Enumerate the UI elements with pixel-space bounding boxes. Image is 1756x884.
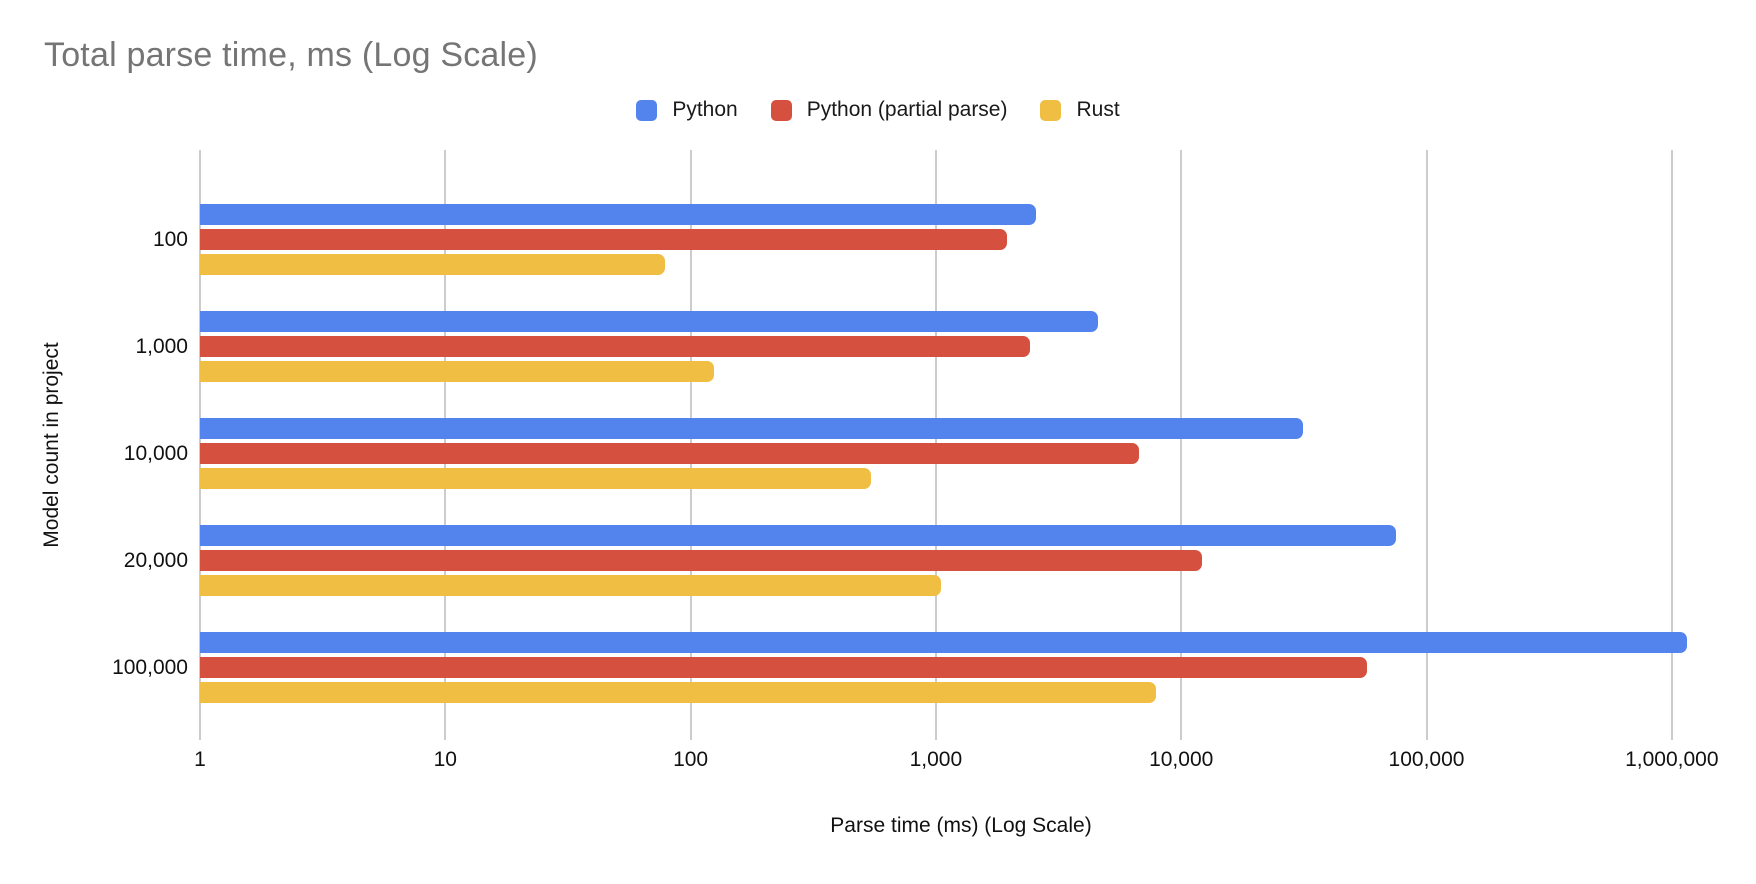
legend-label-rust: Rust (1076, 98, 1120, 121)
gridline-10-000 (1180, 150, 1183, 740)
bar-python-partial-parse-1-000 (200, 336, 1030, 357)
y-tick-label-100: 100 (152, 227, 188, 251)
bar-python-1-000 (200, 311, 1098, 332)
x-tick-label-100-000: 100,000 (1388, 748, 1465, 771)
bar-python-partial-parse-100 (200, 229, 1007, 250)
legend-item-python-partial-parse: Python (partial parse) (770, 98, 1008, 122)
legend-item-python: Python (636, 98, 738, 122)
legend-swatch-python (636, 99, 658, 121)
y-tick-label-20-000: 20,000 (123, 548, 188, 572)
bar-python-10-000 (200, 418, 1303, 439)
y-tick-label-1-000: 1,000 (135, 334, 188, 358)
plot-area (199, 150, 1722, 740)
bar-python-100 (200, 204, 1036, 225)
bar-rust-10-000 (200, 468, 871, 489)
gridline-100-000 (1425, 150, 1428, 740)
bar-rust-100-000 (200, 682, 1156, 703)
legend-swatch-python-partial-parse (770, 99, 792, 121)
legend-label-python-partial-parse: Python (partial parse) (806, 98, 1008, 121)
x-tick-label-10-000: 10,000 (1149, 748, 1214, 771)
x-tick-label-1-000: 1,000 (909, 748, 963, 771)
legend-item-rust: Rust (1040, 98, 1120, 122)
gridline-1-000-000 (1670, 150, 1673, 740)
legend: Python Python (partial parse) Rust (0, 98, 1756, 122)
x-tick-label-1-000-000: 1,000,000 (1625, 748, 1719, 771)
bar-rust-100 (200, 254, 665, 275)
legend-swatch-rust (1040, 99, 1062, 121)
chart-title: Total parse time, ms (Log Scale) (44, 36, 538, 74)
y-tick-label-10-000: 10,000 (123, 441, 188, 465)
legend-label-python: Python (672, 98, 738, 121)
bar-python-partial-parse-10-000 (200, 443, 1139, 464)
x-tick-label-100: 100 (673, 748, 709, 771)
bar-python-100-000 (200, 632, 1687, 653)
bar-python-20-000 (200, 525, 1396, 546)
x-axis-title: Parse time (ms) (Log Scale) (830, 814, 1092, 837)
bar-python-partial-parse-100-000 (200, 657, 1367, 678)
bar-python-partial-parse-20-000 (200, 550, 1202, 571)
bar-rust-1-000 (200, 361, 714, 382)
x-tick-label-1: 1 (194, 748, 206, 771)
bar-rust-20-000 (200, 575, 941, 596)
y-tick-label-100-000: 100,000 (112, 655, 188, 679)
x-tick-label-10: 10 (433, 748, 457, 771)
